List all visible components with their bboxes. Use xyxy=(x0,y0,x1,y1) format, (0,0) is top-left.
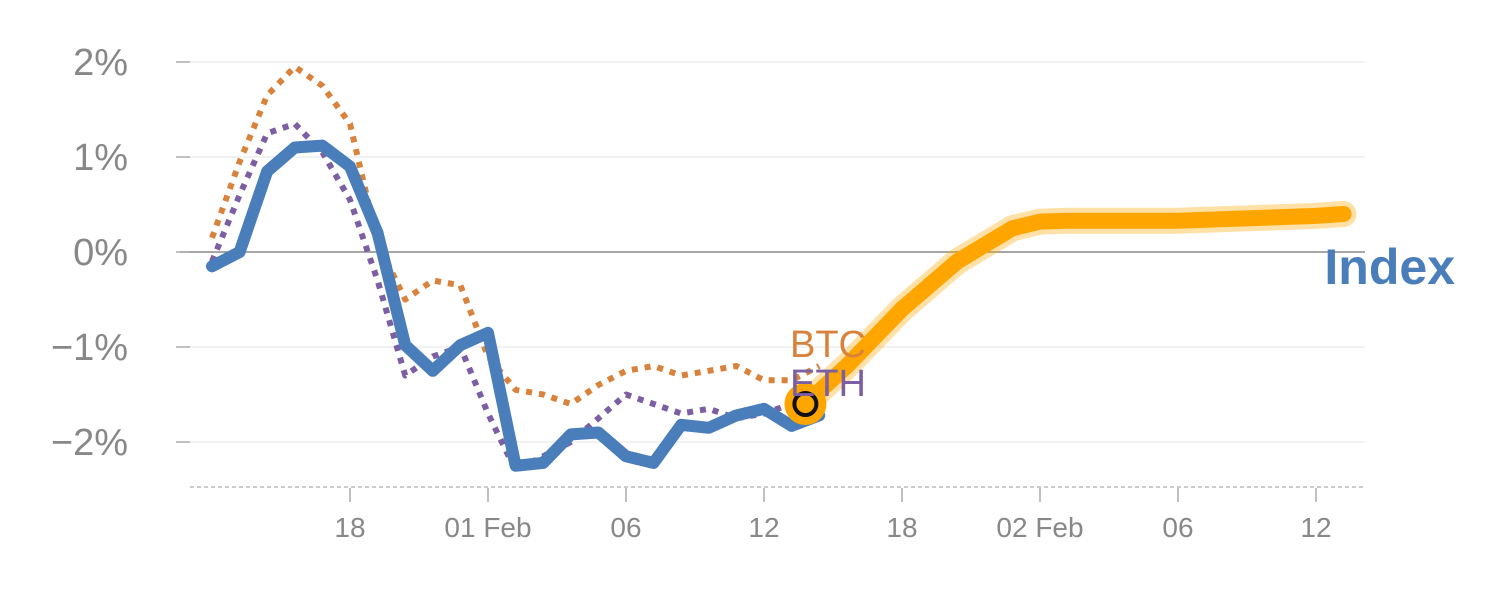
y-tick-label: 2% xyxy=(73,42,128,84)
y-tick-label: −1% xyxy=(51,327,128,369)
x-tick-label: 12 xyxy=(1300,512,1331,543)
x-tick-label: 18 xyxy=(886,512,917,543)
x-tick-label: 01 Feb xyxy=(444,512,531,543)
btc-series-label: BTC xyxy=(790,324,866,366)
forecast-series-glow xyxy=(792,201,1357,417)
y-tick-label: 1% xyxy=(73,137,128,179)
x-tick-label: 18 xyxy=(334,512,365,543)
x-tick-label: 06 xyxy=(610,512,641,543)
grid-layer xyxy=(180,61,1365,443)
current-point-marker xyxy=(792,391,819,417)
y-tick-label: −2% xyxy=(51,422,128,464)
forecast-series-line xyxy=(797,206,1352,412)
x-tick-label: 12 xyxy=(748,512,779,543)
current-point-halo xyxy=(784,383,827,425)
marker-layer xyxy=(784,383,827,425)
eth-series-label: ETH xyxy=(790,363,866,405)
index-series-line xyxy=(206,139,826,472)
x-tick-label: 06 xyxy=(1162,512,1193,543)
x-tick-label: 02 Feb xyxy=(996,512,1083,543)
series-layer xyxy=(206,63,1357,474)
axis-layer: 2% 1% 0% −1% −2% 18 01 Feb 06 12 18 02 Feb 06 12 xyxy=(51,42,1365,543)
label-layer: BTC ETH Index xyxy=(790,239,1455,405)
btc-series-line xyxy=(209,63,821,407)
y-tick-label: 0% xyxy=(73,232,128,274)
index-series-label: Index xyxy=(1324,239,1455,295)
